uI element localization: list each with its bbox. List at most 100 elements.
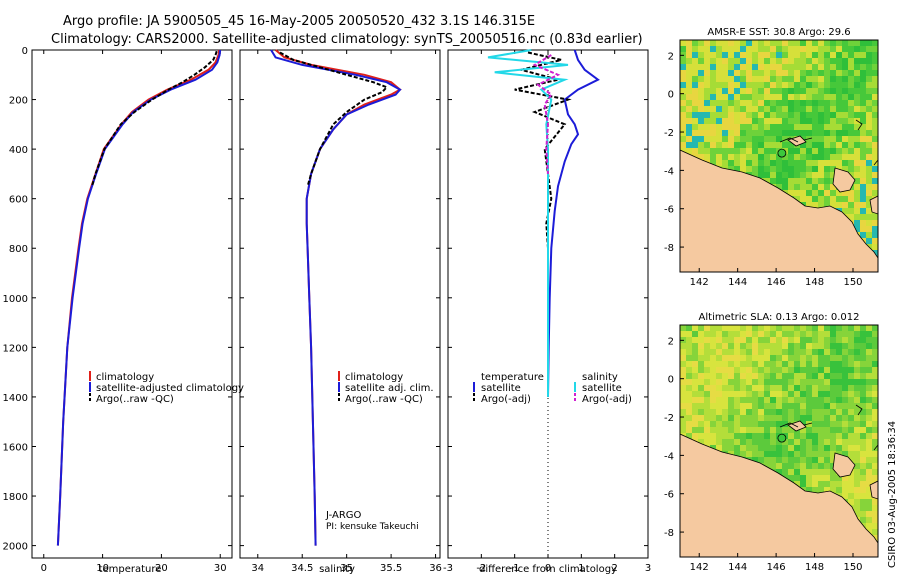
heatmap-cell (830, 439, 836, 445)
heatmap-cell (716, 136, 722, 142)
heatmap-cell (830, 409, 836, 415)
heatmap-cell (812, 76, 818, 82)
heatmap-cell (710, 82, 716, 88)
heatmap-cell (692, 427, 698, 433)
heatmap-cell (752, 82, 758, 88)
heatmap-cell (746, 154, 752, 160)
heatmap-cell (836, 82, 842, 88)
heatmap-cell (704, 106, 710, 112)
heatmap-cell (746, 385, 752, 391)
heatmap-cell (812, 343, 818, 349)
heatmap-cell (722, 397, 728, 403)
heatmap-cell (806, 475, 812, 481)
heatmap-cell (866, 463, 872, 469)
heatmap-cell (794, 361, 800, 367)
heatmap-cell (818, 481, 824, 487)
heatmap-cell (872, 409, 878, 415)
heatmap-cell (680, 415, 686, 421)
heatmap-cell (704, 421, 710, 427)
heatmap-cell (872, 415, 878, 421)
heatmap-cell (710, 64, 716, 70)
heatmap-cell (716, 355, 722, 361)
heatmap-cell (872, 427, 878, 433)
heatmap-cell (746, 106, 752, 112)
heatmap-cell (842, 349, 848, 355)
heatmap-cell (728, 52, 734, 58)
heatmap-cell (692, 100, 698, 106)
heatmap-cell (752, 100, 758, 106)
heatmap-cell (830, 481, 836, 487)
heatmap-cell (710, 331, 716, 337)
heatmap-cell (806, 469, 812, 475)
heatmap-cell (704, 76, 710, 82)
heatmap-cell (692, 361, 698, 367)
heatmap-cell (800, 337, 806, 343)
heatmap-cell (764, 40, 770, 46)
heatmap-cell (770, 361, 776, 367)
heatmap-cell (764, 421, 770, 427)
heatmap-cell (752, 118, 758, 124)
difference-xlabel: difference from climatology (479, 564, 617, 575)
y-tick-label: 800 (9, 244, 28, 255)
heatmap-cell (704, 325, 710, 331)
heatmap-cell (704, 130, 710, 136)
heatmap-cell (716, 421, 722, 427)
heatmap-cell (788, 172, 794, 178)
heatmap-cell (872, 40, 878, 46)
heatmap-cell (848, 202, 854, 208)
heatmap-cell (728, 349, 734, 355)
heatmap-cell (680, 70, 686, 76)
salinity-ticks: 34 34.5 35 35.5 36 (240, 49, 442, 574)
heatmap-cell (740, 64, 746, 70)
heatmap-cell (866, 343, 872, 349)
heatmap-cell (806, 361, 812, 367)
heatmap-cell (842, 58, 848, 64)
heatmap-cell (812, 331, 818, 337)
heatmap-cell (692, 415, 698, 421)
heatmap-cell (818, 445, 824, 451)
heatmap-cell (746, 415, 752, 421)
heatmap-cell (734, 445, 740, 451)
heatmap-cell (770, 136, 776, 142)
heatmap-cell (710, 46, 716, 52)
heatmap-cell (836, 355, 842, 361)
heatmap-cell (782, 130, 788, 136)
heatmap-cell (722, 337, 728, 343)
heatmap-cell (740, 112, 746, 118)
lon-tick-label: 148 (805, 562, 824, 573)
heatmap-cell (722, 82, 728, 88)
heatmap-cell (758, 88, 764, 94)
heatmap-cell (866, 112, 872, 118)
heatmap-cell (806, 184, 812, 190)
heatmap-cell (788, 355, 794, 361)
heatmap-cell (758, 76, 764, 82)
heatmap-cell (752, 142, 758, 148)
heatmap-cell (872, 46, 878, 52)
x-tick-label: -1 (510, 563, 520, 574)
heatmap-cell (788, 457, 794, 463)
heatmap-cell (782, 76, 788, 82)
heatmap-cell (752, 88, 758, 94)
heatmap-cell (776, 331, 782, 337)
heatmap-cell (704, 88, 710, 94)
heatmap-cell (842, 445, 848, 451)
heatmap-cell (866, 349, 872, 355)
heatmap-cell (722, 46, 728, 52)
heatmap-cell (872, 517, 878, 523)
figure-title-line1: Argo profile: JA 5900505_45 16-May-2005 … (63, 14, 535, 29)
heatmap-cell (680, 361, 686, 367)
heatmap-cell (740, 124, 746, 130)
salinity-legend: climatology satellite adj. clim. Argo(..… (338, 371, 434, 405)
heatmap-cell (866, 58, 872, 64)
heatmap-cell (722, 367, 728, 373)
heatmap-cell (866, 82, 872, 88)
heatmap-cell (728, 70, 734, 76)
heatmap-cell (854, 475, 860, 481)
heatmap-cell (842, 415, 848, 421)
heatmap-cell (710, 397, 716, 403)
y-tick-label: 1800 (3, 492, 28, 503)
heatmap-cell (716, 397, 722, 403)
heatmap-cell (794, 337, 800, 343)
heatmap-cell (812, 64, 818, 70)
heatmap-cell (848, 499, 854, 505)
